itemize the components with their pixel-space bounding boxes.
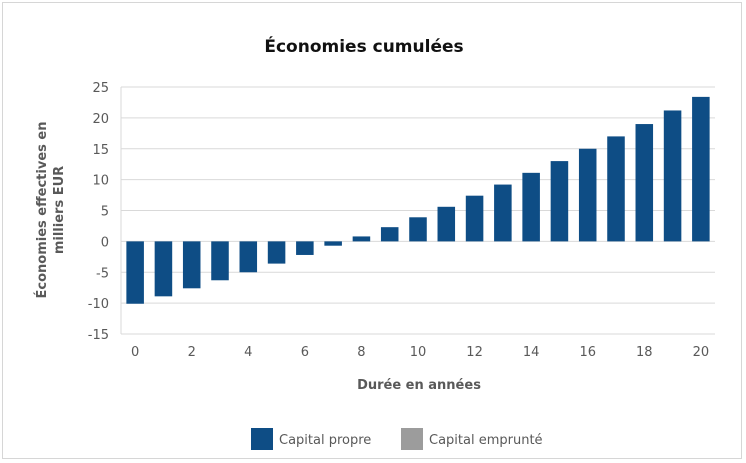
y-tick-label: 10 <box>92 174 109 189</box>
y-tick-label: -15 <box>88 328 109 343</box>
x-tick-label: 20 <box>693 345 710 360</box>
x-tick-label: 2 <box>188 345 196 360</box>
y-axis-ticks: -15 -10 -5 0 5 10 15 20 25 <box>88 81 109 343</box>
bar-capital-propre <box>692 96 710 242</box>
y-axis-title-text: Économies effectives en milliers EUR <box>34 122 67 299</box>
bar-capital-propre <box>154 241 173 297</box>
bar-capital-propre <box>182 241 201 289</box>
x-tick-label: 14 <box>523 345 540 360</box>
y-tick-label: 25 <box>92 81 109 96</box>
bar-capital-propre <box>465 195 484 242</box>
bar-capital-propre <box>635 124 654 242</box>
y-tick-label: 5 <box>101 205 109 220</box>
y-tick-label: 20 <box>92 112 109 127</box>
bar-capital-propre <box>380 227 399 242</box>
bar-capital-propre <box>352 236 371 242</box>
x-tick-label: 6 <box>301 345 309 360</box>
legend-swatch <box>251 428 273 450</box>
grid-lines <box>120 86 715 335</box>
bar-capital-propre <box>211 241 229 281</box>
y-tick-label: 0 <box>101 235 109 250</box>
y-axis-title: Économies effectives en milliers EUR <box>34 122 67 299</box>
bar-capital-propre <box>578 148 597 242</box>
x-axis-ticks: 0 2 4 6 8 10 12 14 16 18 20 <box>131 345 709 360</box>
bars-group <box>126 96 710 304</box>
x-tick-label: 12 <box>466 345 483 360</box>
bar-capital-propre <box>126 241 144 304</box>
y-tick-label: 15 <box>92 143 109 158</box>
bar-capital-propre <box>437 206 456 242</box>
bar-capital-propre <box>324 241 342 246</box>
chart-frame: Économies cumulées -15 -10 -5 0 5 10 15 20 25 0 2… <box>2 2 742 459</box>
bar-capital-propre <box>409 217 427 242</box>
chart-canvas: Économies cumulées -15 -10 -5 0 5 10 15 20 25 0 2… <box>34 35 715 450</box>
x-tick-label: 4 <box>244 345 252 360</box>
x-tick-label: 18 <box>636 345 653 360</box>
bar-capital-propre <box>296 241 314 255</box>
x-tick-label: 16 <box>579 345 596 360</box>
x-axis-title: Durée en années <box>357 378 481 393</box>
bar-capital-propre <box>239 241 258 273</box>
x-tick-label: 8 <box>357 345 365 360</box>
bar-capital-propre <box>607 136 625 242</box>
bar-capital-propre <box>267 241 286 264</box>
legend: Capital propre Capital emprunté <box>251 428 543 450</box>
bar-capital-propre <box>550 161 569 242</box>
y-tick-label: -10 <box>88 297 109 312</box>
legend-swatch <box>401 428 423 450</box>
y-tick-label: -5 <box>96 266 109 281</box>
bar-capital-propre <box>494 184 512 242</box>
bar-capital-propre <box>522 172 540 242</box>
bar-capital-propre <box>663 110 682 242</box>
legend-label: Capital propre <box>279 433 371 448</box>
legend-label: Capital emprunté <box>429 433 543 448</box>
chart-title: Économies cumulées <box>264 35 463 57</box>
x-tick-label: 0 <box>131 345 139 360</box>
x-tick-label: 10 <box>410 345 427 360</box>
